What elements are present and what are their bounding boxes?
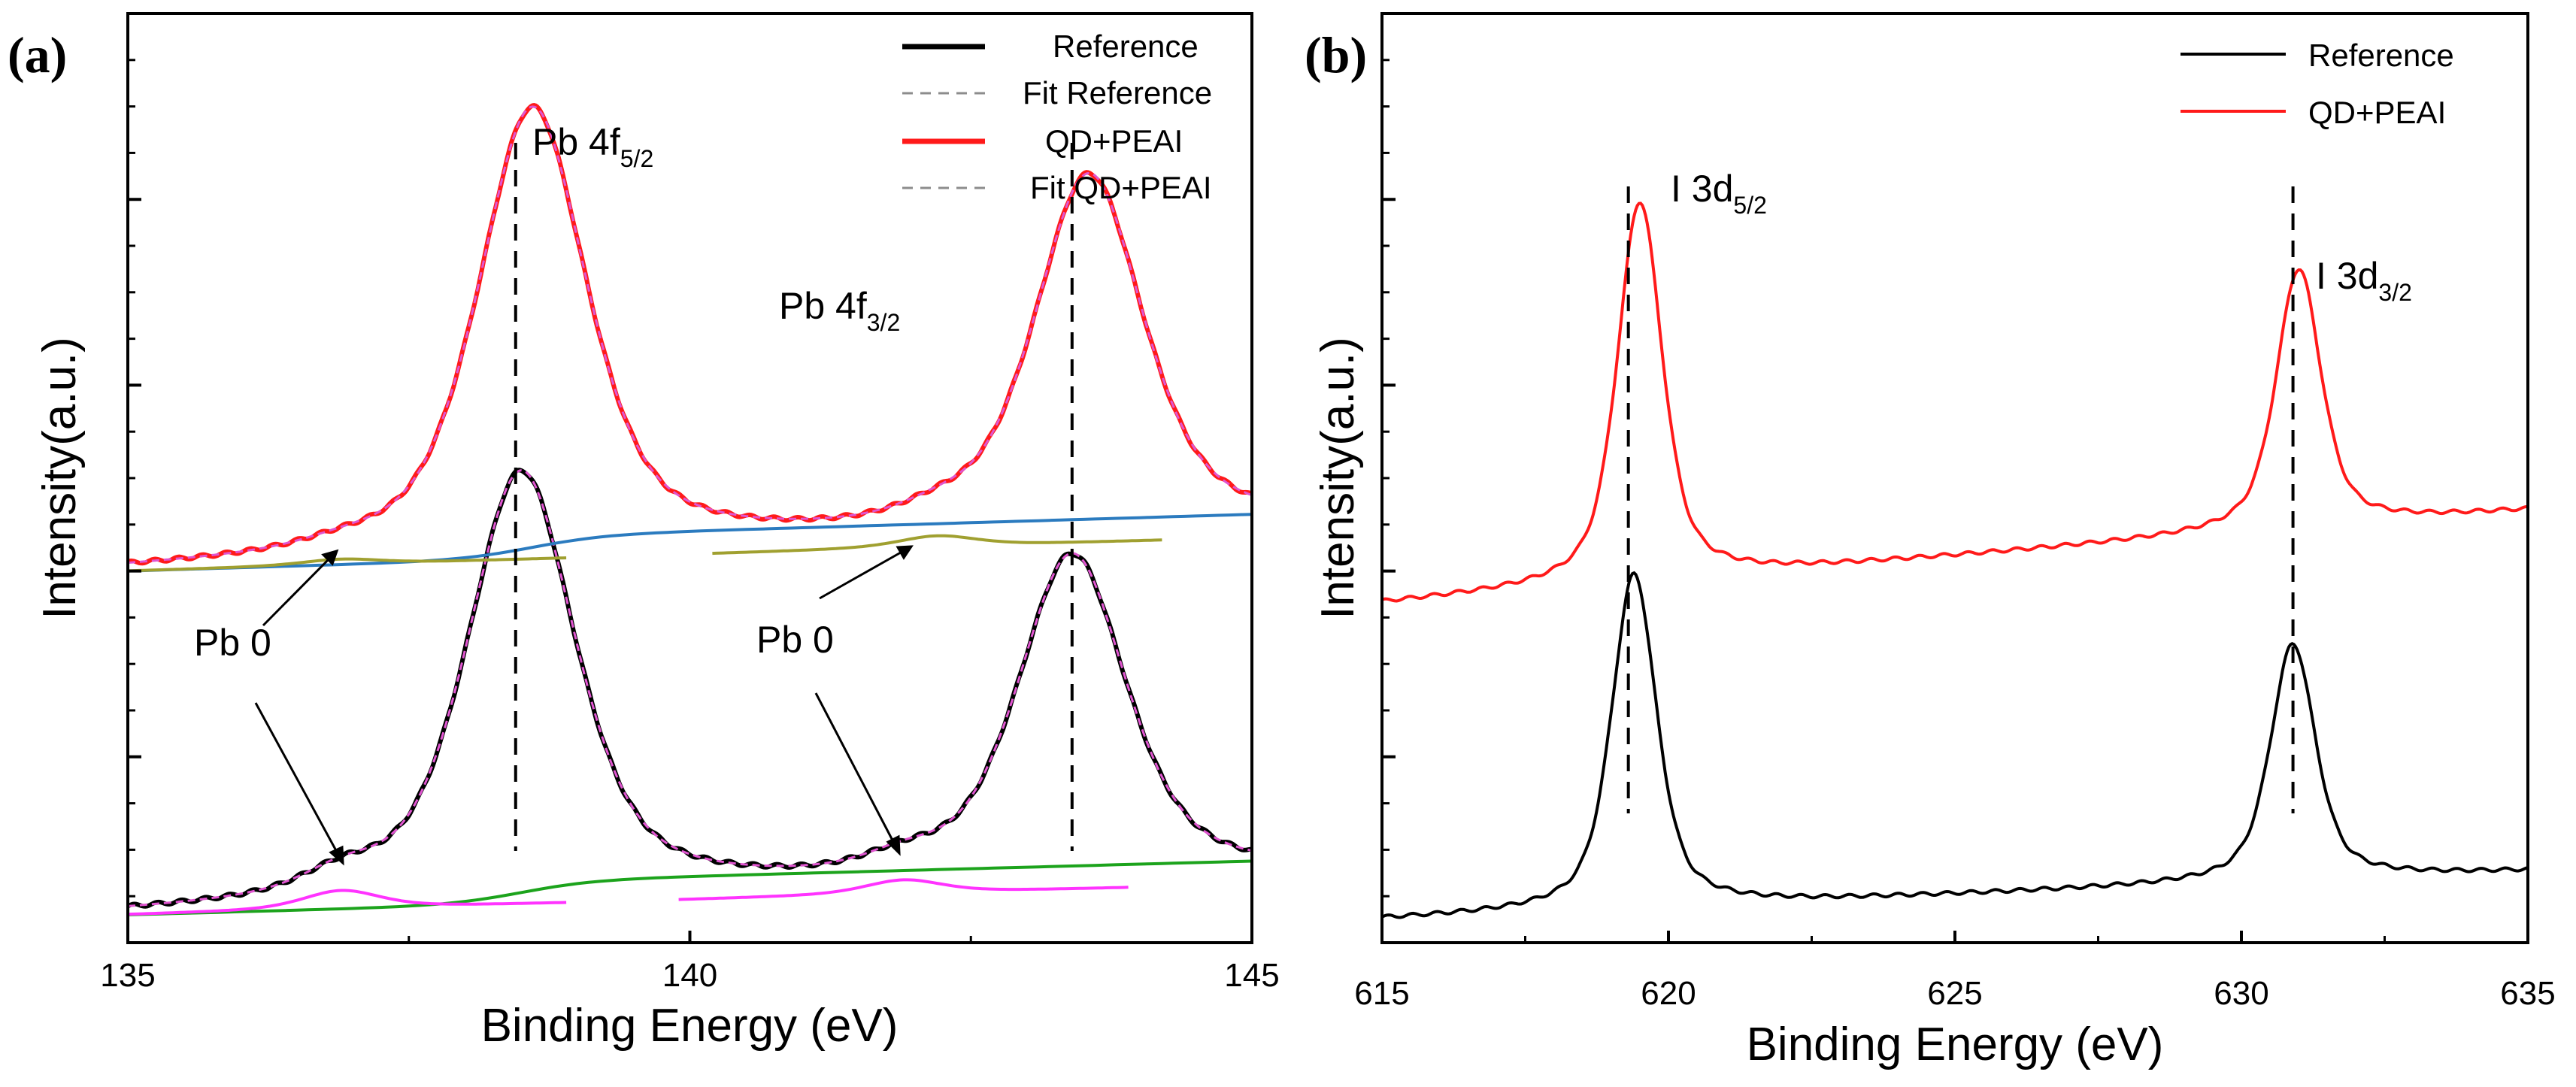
arrow-pb0-right-lower-head bbox=[886, 834, 901, 856]
panel-a-plot-frame bbox=[126, 12, 1253, 944]
fit-component-pb0-right-reference bbox=[678, 878, 1129, 901]
annotation-arrows bbox=[254, 545, 914, 866]
x-tick-label-1: 140 bbox=[662, 957, 717, 994]
fit-component-pb0-left-qd-peai bbox=[128, 556, 567, 573]
legend-label-fit-qd-peai: Fit QD+PEAI bbox=[1030, 170, 1212, 205]
annotation-pb-4f-3-2: Pb 4f3/2 bbox=[779, 285, 900, 336]
x-tick-label-4: 635 bbox=[2500, 975, 2555, 1012]
panel-a: (a) 135 140 145 Binding Energy (eV) Intens… bbox=[8, 12, 1280, 1052]
panel-b-ticks: 615 620 625 630 635 bbox=[1354, 59, 2556, 1012]
panel-a-label: (a) bbox=[8, 26, 67, 83]
panel-b-legend: Reference QD+PEAI bbox=[2181, 38, 2454, 130]
legend-label-reference: Reference bbox=[1053, 29, 1199, 64]
annotation-pb-4f-5-2: Pb 4f5/2 bbox=[532, 121, 653, 172]
panel-b-peak-markers bbox=[1626, 186, 2295, 813]
x-tick-label-3: 630 bbox=[2214, 975, 2268, 1012]
panel-a-y-axis-title: Intensity(a.u.) bbox=[34, 337, 86, 619]
annotation-pb0-right: Pb 0 bbox=[756, 619, 834, 661]
fit-envelope-reference bbox=[128, 469, 1252, 907]
fit-component-pb0-right-qd-peai bbox=[712, 534, 1162, 556]
series-line-reference bbox=[128, 468, 1252, 909]
fit-background-qd-peai bbox=[128, 513, 1252, 573]
x-tick-label-0: 615 bbox=[1354, 975, 1409, 1012]
fit-component-pb0-left-reference bbox=[128, 889, 567, 916]
x-tick-label-2: 145 bbox=[1224, 957, 1279, 994]
panel-b-y-axis-title: Intensity(a.u.) bbox=[1312, 337, 1364, 619]
fit-background-reference bbox=[128, 859, 1252, 916]
panel-b-curves bbox=[1382, 201, 2528, 919]
panel-a-x-axis-title: Binding Energy (eV) bbox=[481, 1000, 899, 1052]
panel-b-plot-frame bbox=[1380, 12, 2529, 944]
panel-a-curves bbox=[128, 103, 1252, 916]
panel-b-x-axis-title: Binding Energy (eV) bbox=[1747, 1019, 2164, 1070]
panel-b-label: (b) bbox=[1305, 26, 1367, 83]
arrow-pb0-right-upper-head bbox=[896, 545, 914, 560]
legend-label-reference-b: Reference bbox=[2308, 38, 2454, 73]
legend-label-fit-reference: Fit Reference bbox=[1023, 75, 1212, 111]
annotation-i-3d-3-2: I 3d3/2 bbox=[2316, 255, 2412, 306]
legend-label-qd-peai: QD+PEAI bbox=[1045, 123, 1183, 159]
arrow-pb0-left-upper bbox=[262, 550, 338, 627]
annotation-i-3d-5-2: I 3d5/2 bbox=[1671, 168, 1767, 219]
legend-label-qd-peai-b: QD+PEAI bbox=[2308, 95, 2446, 130]
panel-b: (b) 615 620 625 630 635 Binding Energy (eV) … bbox=[1305, 12, 2556, 1070]
x-tick-label-0: 135 bbox=[100, 957, 155, 994]
arrow-pb0-left-upper-head bbox=[321, 549, 339, 566]
series-line-qd-peai bbox=[1382, 201, 2528, 603]
annotation-pb0-left: Pb 0 bbox=[194, 622, 271, 664]
arrow-pb0-left-lower-head bbox=[329, 845, 344, 866]
arrow-pb0-right-lower bbox=[814, 692, 901, 854]
panel-a-peak-markers bbox=[514, 143, 1074, 851]
panel-a-ticks: 135 140 145 bbox=[100, 59, 1280, 994]
series-line-reference bbox=[1382, 571, 2528, 919]
x-tick-label-1: 620 bbox=[1641, 975, 1696, 1012]
x-tick-label-2: 625 bbox=[1927, 975, 1982, 1012]
panel-a-legend: Reference Fit Reference QD+PEAI Fit QD+P… bbox=[902, 29, 1212, 205]
arrow-pb0-right-upper bbox=[819, 545, 912, 600]
fit-envelope-qd-peai bbox=[128, 105, 1252, 565]
arrow-pb0-left-lower bbox=[254, 702, 344, 864]
series-line-qd-peai bbox=[128, 103, 1252, 566]
